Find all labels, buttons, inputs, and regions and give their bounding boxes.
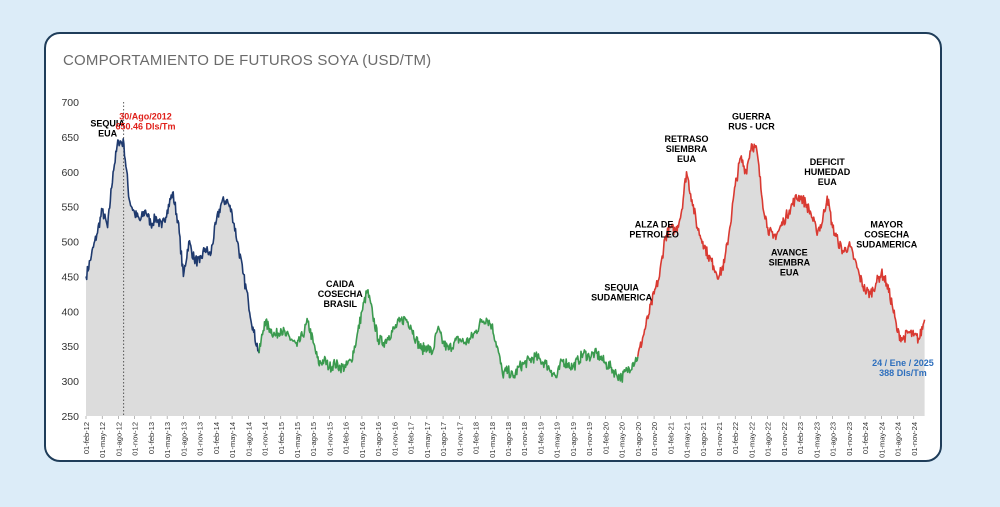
x-tick-label: 01-ago-15 (309, 422, 318, 456)
x-tick-label: 01-feb-21 (666, 422, 675, 454)
x-tick-label: 01-feb-18 (472, 422, 481, 454)
x-tick-label: 01-ago-21 (699, 422, 708, 456)
x-tick-label: 01-nov-12 (131, 422, 140, 456)
annotation-label: 24 / Ene / 2025 388 Dls/Tm (872, 358, 934, 378)
x-tick-label: 01-feb-20 (601, 422, 610, 454)
annotation-label: RETRASO SIEMBRA EUA (665, 134, 709, 164)
x-tick-label: 01-ago-22 (764, 422, 773, 456)
annotation-label: 30/Ago/2012 650.46 Dls/Tm (115, 111, 175, 131)
annotation-label: SEQUIA EUA (90, 118, 125, 138)
x-tick-label: 01-feb-24 (861, 422, 870, 454)
x-tick-label: 01-ago-24 (894, 422, 903, 456)
y-tick-label: 300 (61, 376, 79, 388)
x-tick-label: 01-feb-13 (147, 422, 156, 454)
area-fill (86, 138, 925, 416)
x-tick-label: 01-ago-20 (634, 422, 643, 456)
x-tick-label: 01-may-19 (553, 422, 562, 458)
series-line-1 (85, 138, 260, 354)
x-tick-label: 01-nov-21 (715, 422, 724, 456)
y-tick-label: 350 (61, 341, 79, 353)
x-tick-label: 01-may-23 (812, 422, 821, 458)
y-tick-label: 650 (61, 132, 79, 144)
x-tick-label: 01-may-21 (683, 422, 692, 458)
x-tick-label: 01-nov-13 (196, 422, 205, 456)
x-tick-label: 01-feb-19 (536, 422, 545, 454)
x-tick-label: 01-feb-16 (342, 422, 351, 454)
y-tick-label: 600 (61, 167, 79, 179)
y-tick-label: 250 (61, 411, 79, 423)
x-tick-label: 01-feb-22 (731, 422, 740, 454)
annotation-label: DEFICIT HUMEDAD EUA (804, 157, 850, 187)
chart-card: COMPORTAMIENTO DE FUTUROS SOYA (USD/TM) … (44, 32, 942, 462)
x-tick-label: 01-nov-15 (325, 422, 334, 456)
x-tick-label: 01-may-12 (98, 422, 107, 458)
x-tick-label: 01-feb-15 (277, 422, 286, 454)
chart-plot: 250 300 350 400 450 500 550 600 650 700 01-feb-12 0… (61, 97, 934, 458)
x-tick-label: 01-ago-16 (374, 422, 383, 456)
y-tick-label: 500 (61, 237, 79, 249)
x-tick-label: 01-nov-14 (261, 422, 270, 456)
x-tick-label: 01-ago-17 (439, 422, 448, 456)
x-tick-label: 01-nov-18 (520, 422, 529, 456)
y-tick-label: 700 (61, 97, 79, 109)
x-tick-label: 01-may-13 (163, 422, 172, 458)
x-tick-label: 01-may-22 (747, 422, 756, 458)
x-tick-label: 01-ago-14 (244, 422, 253, 456)
x-tick-label: 01-nov-20 (650, 422, 659, 456)
x-tick-label: 01-nov-24 (910, 422, 919, 456)
x-tick-label: 01-feb-23 (796, 422, 805, 454)
x-tick-label: 01-may-24 (877, 422, 886, 458)
x-tick-label: 01-may-16 (358, 422, 367, 458)
annotation-label: MAYOR COSECHA SUDAMERICA (856, 220, 918, 250)
series-line-3 (637, 143, 926, 357)
y-tick-label: 400 (61, 306, 79, 318)
x-tick-label: 01-ago-23 (829, 422, 838, 456)
x-tick-label: 01-nov-22 (780, 422, 789, 456)
annotation-label: SEQUIA SUDAMERICA (591, 282, 653, 302)
x-tick-label: 01-ago-19 (569, 422, 578, 456)
x-tick-label: 01-ago-13 (179, 422, 188, 456)
x-tick-label: 01-may-18 (488, 422, 497, 458)
x-tick-label: 01-may-20 (618, 422, 627, 458)
x-tick-label: 01-feb-17 (407, 422, 416, 454)
x-tick-label: 01-nov-17 (455, 422, 464, 456)
x-tick-label: 01-feb-14 (212, 422, 221, 454)
x-tick-label: 01-ago-18 (504, 422, 513, 456)
chart-title: COMPORTAMIENTO DE FUTUROS SOYA (USD/TM) (63, 52, 432, 69)
annotation-label: GUERRA RUS - UCR (728, 111, 775, 131)
annotation-label: AVANCE SIEMBRA EUA (769, 248, 811, 278)
x-tick-label: 01-ago-12 (114, 422, 123, 456)
annotation-label: ALZA DE PETROLEO (629, 220, 679, 240)
x-tick-label: 01-nov-16 (390, 422, 399, 456)
y-tick-label: 450 (61, 271, 79, 283)
x-tick-label: 01-nov-19 (585, 422, 594, 456)
x-tick-label: 01-may-17 (423, 422, 432, 458)
annotation-label: CAIDA COSECHA BRASIL (318, 279, 364, 309)
x-tick-label: 01-feb-12 (82, 422, 91, 454)
x-tick-label: 01-may-14 (228, 422, 237, 458)
series-line-2 (258, 289, 639, 383)
y-tick-label: 550 (61, 202, 79, 214)
x-tick-label: 01-nov-23 (845, 422, 854, 456)
x-tick-label: 01-may-15 (293, 422, 302, 458)
